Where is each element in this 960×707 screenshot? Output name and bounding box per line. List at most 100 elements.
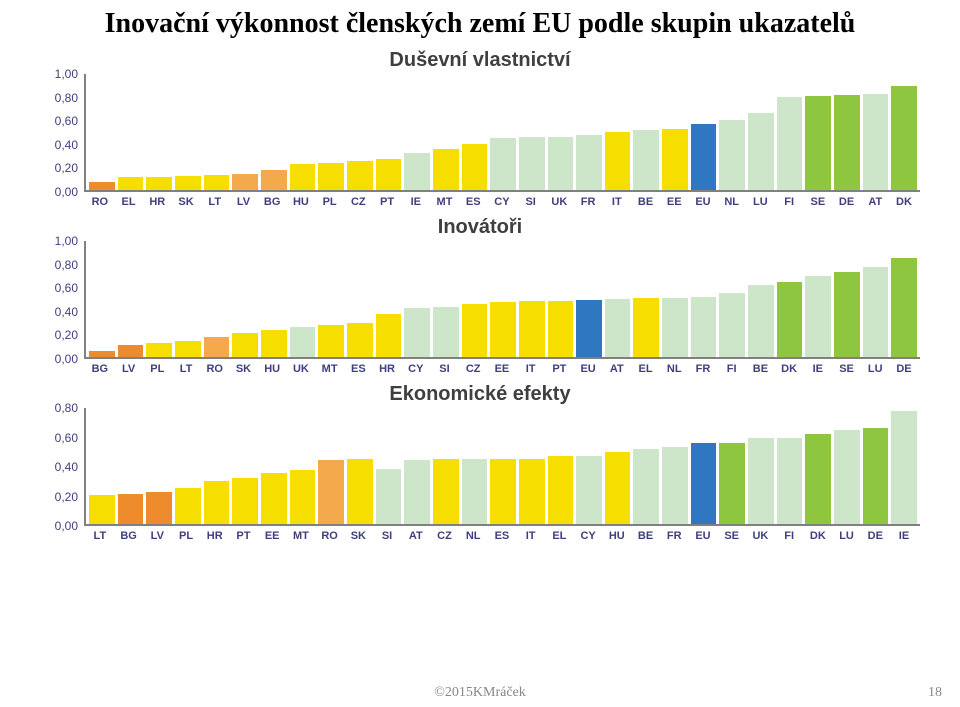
x-label: AT xyxy=(403,530,429,542)
chart-section-chart2: Inovátoři0,000,200,400,600,801,00BGLVPLL… xyxy=(0,216,960,375)
x-label: PT xyxy=(374,196,400,208)
x-label: BE xyxy=(633,196,659,208)
chart-section-chart3: Ekonomické efekty0,000,200,400,600,80LTB… xyxy=(0,383,960,542)
bar-SK xyxy=(232,333,258,357)
bar-AT xyxy=(404,460,430,524)
bars xyxy=(86,408,920,524)
bar-HR xyxy=(146,177,172,190)
bar-HU xyxy=(290,164,316,190)
bar-PT xyxy=(376,159,402,190)
bar-EU xyxy=(691,124,717,190)
bar-PT xyxy=(232,478,258,524)
bar-PT xyxy=(548,301,574,357)
bar-SK xyxy=(175,176,201,190)
x-label: EU xyxy=(690,530,716,542)
bar-RO xyxy=(204,337,230,357)
x-axis-labels: BGLVPLLTROSKHUUKMTESHRCYSICZEEITPTEUATEL… xyxy=(84,363,920,375)
bar-LT xyxy=(204,175,230,190)
bar-EL xyxy=(633,298,659,357)
x-label: ES xyxy=(489,530,515,542)
plot-area xyxy=(84,74,920,192)
bar-MT xyxy=(290,470,316,524)
plot-area xyxy=(84,241,920,359)
y-tick: 0,60 xyxy=(55,431,78,445)
bar-SE xyxy=(805,96,831,190)
x-label: IE xyxy=(805,363,831,375)
bar-SI xyxy=(376,469,402,524)
bar-CY xyxy=(490,138,516,190)
x-label: FI xyxy=(719,363,745,375)
bar-LV xyxy=(118,345,144,357)
bar-MT xyxy=(318,325,344,357)
x-label: IE xyxy=(891,530,917,542)
x-label: SK xyxy=(173,196,199,208)
x-label: LV xyxy=(116,363,142,375)
x-axis-labels: ROELHRSKLTLVBGHUPLCZPTIEMTESCYSIUKFRITBE… xyxy=(84,196,920,208)
y-tick: 0,40 xyxy=(55,305,78,319)
y-tick: 0,80 xyxy=(55,401,78,415)
bar-CZ xyxy=(433,459,459,524)
bar-LV xyxy=(146,492,172,524)
x-label: SK xyxy=(231,363,257,375)
charts-container: Duševní vlastnictví0,000,200,400,600,801… xyxy=(0,49,960,542)
x-label: HR xyxy=(144,196,170,208)
bar-HU xyxy=(605,452,631,525)
y-tick: 1,00 xyxy=(55,67,78,81)
x-label: HR xyxy=(374,363,400,375)
y-tick: 0,20 xyxy=(55,490,78,504)
y-tick: 0,00 xyxy=(55,519,78,533)
x-label: LU xyxy=(748,196,774,208)
bar-FI xyxy=(777,438,803,524)
bar-AT xyxy=(863,94,889,190)
bar-FI xyxy=(719,293,745,357)
bar-DK xyxy=(891,86,917,190)
x-label: UK xyxy=(288,363,314,375)
bar-PL xyxy=(318,163,344,190)
x-label: UK xyxy=(547,196,573,208)
bar-LT xyxy=(175,341,201,357)
x-label: AT xyxy=(862,196,888,208)
x-label: HU xyxy=(604,530,630,542)
x-label: NL xyxy=(661,363,687,375)
bar-FR xyxy=(662,447,688,524)
x-label: SI xyxy=(432,363,458,375)
bar-IE xyxy=(404,153,430,190)
x-label: PT xyxy=(231,530,257,542)
x-label: CY xyxy=(575,530,601,542)
x-label: LV xyxy=(231,196,257,208)
bar-ES xyxy=(347,323,373,357)
x-label: EU xyxy=(575,363,601,375)
x-label: CZ xyxy=(345,196,371,208)
bar-LU xyxy=(863,267,889,357)
bar-FI xyxy=(777,97,803,190)
bar-CZ xyxy=(347,161,373,190)
x-label: SK xyxy=(345,530,371,542)
bar-UK xyxy=(748,438,774,524)
y-tick: 0,20 xyxy=(55,161,78,175)
bar-IE xyxy=(891,411,917,524)
bar-EE xyxy=(490,302,516,357)
x-label: HR xyxy=(202,530,228,542)
bar-IT xyxy=(519,459,545,524)
bar-DE xyxy=(863,428,889,524)
x-label: BG xyxy=(87,363,113,375)
y-tick: 0,60 xyxy=(55,114,78,128)
bar-SK xyxy=(347,459,373,524)
bar-EL xyxy=(118,177,144,190)
y-axis-ticks: 0,000,200,400,600,80 xyxy=(40,408,84,526)
bar-ES xyxy=(462,144,488,190)
bar-IT xyxy=(605,132,631,190)
chart: 0,000,200,400,600,801,00BGLVPLLTROSKHUUK… xyxy=(40,241,920,375)
x-label: LU xyxy=(862,363,888,375)
bar-BE xyxy=(748,285,774,357)
bar-HU xyxy=(261,330,287,357)
y-axis-ticks: 0,000,200,400,600,801,00 xyxy=(40,74,84,192)
x-label: FI xyxy=(776,196,802,208)
x-label: HU xyxy=(288,196,314,208)
y-axis-ticks: 0,000,200,400,600,801,00 xyxy=(40,241,84,359)
x-label: NL xyxy=(460,530,486,542)
bar-DE xyxy=(834,95,860,190)
x-label: AT xyxy=(604,363,630,375)
x-label: CY xyxy=(403,363,429,375)
x-label: LT xyxy=(202,196,228,208)
